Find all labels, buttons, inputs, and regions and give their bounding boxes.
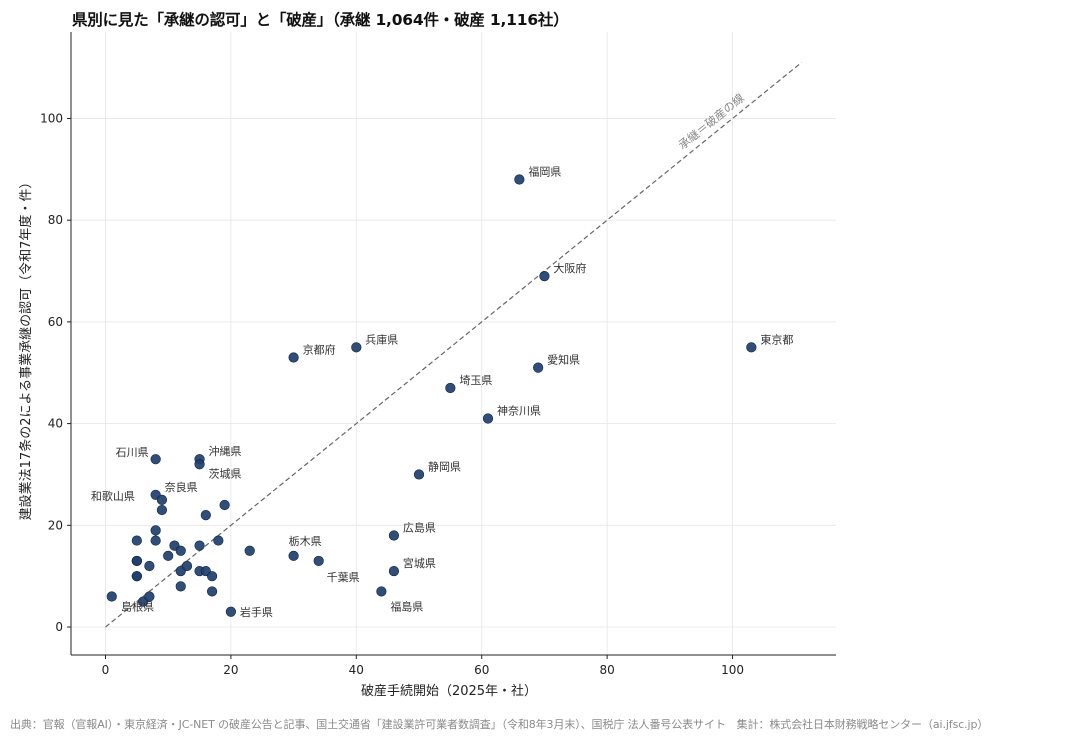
point-label: 福島県 bbox=[390, 599, 423, 613]
point-label: 東京都 bbox=[760, 332, 793, 346]
point-label: 沖縄県 bbox=[209, 444, 242, 458]
y-tick-label: 40 bbox=[48, 417, 63, 431]
data-point bbox=[181, 560, 193, 572]
point-label: 宮城県 bbox=[403, 556, 436, 570]
point-label: 愛知県 bbox=[547, 353, 580, 367]
reference-line bbox=[105, 62, 802, 628]
data-point bbox=[445, 382, 456, 394]
x-tick-label: 40 bbox=[349, 663, 364, 677]
point-label: 京都府 bbox=[303, 342, 336, 356]
data-point bbox=[219, 499, 230, 511]
data-point bbox=[288, 550, 299, 561]
y-tick-label: 60 bbox=[48, 315, 63, 329]
data-point bbox=[131, 571, 142, 582]
x-tick-label: 20 bbox=[223, 663, 238, 677]
data-point bbox=[156, 494, 168, 505]
data-points bbox=[106, 174, 757, 617]
data-point bbox=[150, 525, 161, 536]
point-label: 福岡県 bbox=[528, 164, 561, 178]
data-point bbox=[539, 271, 550, 282]
data-point bbox=[150, 535, 161, 546]
data-point bbox=[131, 535, 142, 546]
data-point bbox=[175, 545, 186, 556]
y-tick-label: 80 bbox=[48, 213, 63, 227]
data-point bbox=[413, 469, 425, 480]
point-label: 静岡県 bbox=[428, 459, 461, 473]
point-label: 大阪府 bbox=[553, 261, 586, 275]
x-tick-label: 100 bbox=[721, 663, 744, 677]
point-label: 奈良県 bbox=[165, 480, 198, 494]
x-tick-label: 80 bbox=[599, 663, 614, 677]
point-label: 兵庫県 bbox=[365, 332, 398, 346]
data-point bbox=[106, 591, 117, 602]
point-label: 栃木県 bbox=[289, 534, 322, 548]
y-tick-label: 20 bbox=[48, 518, 63, 532]
data-point bbox=[194, 459, 205, 470]
data-point bbox=[194, 540, 205, 551]
data-point bbox=[200, 510, 211, 521]
data-point bbox=[388, 530, 400, 541]
reference-line-label: 承継＝破産の線 bbox=[676, 90, 748, 152]
data-point bbox=[351, 342, 362, 353]
data-point bbox=[514, 174, 525, 185]
y-axis-label: 建設業法17条の2による事業承継の認可（令和7年度・件） bbox=[18, 176, 34, 521]
data-point bbox=[533, 362, 544, 373]
data-point bbox=[156, 504, 168, 516]
data-point bbox=[150, 454, 161, 465]
reference-line-group: 承継＝破産の線 bbox=[105, 62, 802, 628]
chart-title: 県別に見た「承継の認可」と「破産」（承継 1,064件・破産 1,116社） bbox=[72, 11, 569, 29]
data-point bbox=[206, 571, 218, 582]
data-point bbox=[388, 565, 400, 577]
point-label: 石川県 bbox=[116, 446, 149, 459]
axes: 0 20 40 60 80 100 0 20 40 60 80 100 bbox=[40, 32, 836, 677]
x-axis-label: 破産手続開始（2025年・社） bbox=[361, 683, 537, 699]
x-tick-label: 0 bbox=[102, 663, 110, 677]
data-point bbox=[163, 550, 174, 561]
data-point bbox=[206, 586, 218, 597]
grid-lines bbox=[71, 32, 836, 655]
source-footer: 出典：官報（官報AI）・東京経済・JC-NET の破産公告と記事、国土交通省「建… bbox=[10, 718, 989, 731]
data-point bbox=[288, 352, 299, 363]
point-label: 埼玉県 bbox=[459, 373, 492, 387]
y-tick-label: 0 bbox=[55, 620, 63, 634]
data-point bbox=[175, 581, 186, 592]
point-label: 岩手県 bbox=[240, 605, 273, 619]
data-point bbox=[225, 606, 236, 617]
point-label: 島根県 bbox=[121, 600, 154, 614]
x-tick-label: 60 bbox=[474, 663, 489, 677]
y-tick-label: 100 bbox=[40, 111, 63, 125]
point-label: 千葉県 bbox=[327, 570, 360, 584]
data-point bbox=[244, 545, 255, 556]
data-point bbox=[313, 555, 324, 567]
point-label: 和歌山県 bbox=[91, 489, 135, 503]
data-point bbox=[131, 555, 142, 567]
data-point bbox=[746, 342, 757, 353]
data-point bbox=[144, 560, 155, 572]
data-point bbox=[144, 591, 155, 602]
data-point bbox=[482, 413, 494, 424]
data-point bbox=[376, 586, 387, 597]
point-label: 神奈川県 bbox=[497, 404, 541, 418]
data-point bbox=[213, 535, 224, 546]
point-label: 茨城県 bbox=[209, 466, 242, 480]
point-label: 広島県 bbox=[403, 520, 436, 534]
